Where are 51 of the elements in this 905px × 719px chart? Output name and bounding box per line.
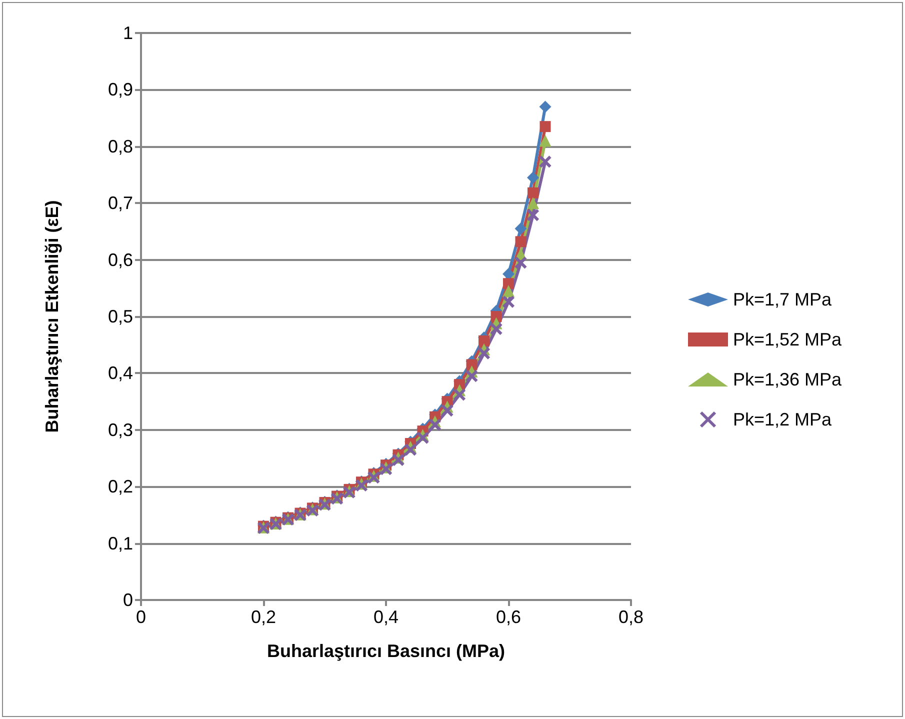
point [453, 388, 466, 402]
point [539, 100, 552, 113]
legend-label: Pk=1,7 MPa [733, 290, 833, 310]
point [478, 346, 490, 360]
point [367, 471, 380, 484]
y-tick-label: 0,2 [108, 476, 133, 497]
point [514, 256, 528, 270]
y-tick-label: 0,9 [108, 80, 133, 100]
point [502, 268, 514, 280]
point [540, 121, 551, 132]
point [539, 134, 552, 147]
point [465, 370, 478, 383]
y-tick-label: 0,5 [108, 306, 133, 326]
point [503, 278, 514, 290]
point [404, 443, 417, 456]
point [502, 284, 514, 297]
point [527, 172, 539, 184]
y-tick-label: 0 [122, 590, 133, 610]
point [440, 404, 454, 418]
y-tick-label: 0,7 [108, 193, 133, 214]
y-tick-label: 0,8 [108, 136, 133, 156]
point [392, 453, 405, 466]
y-tick-label: 1 [122, 23, 133, 43]
point [478, 335, 490, 346]
y-tick-label: 0,6 [108, 250, 133, 270]
point [527, 197, 539, 210]
point [526, 208, 540, 222]
point [490, 311, 502, 322]
y-tick-label: 0,1 [108, 533, 133, 554]
x-tick-label: 0,8 [618, 607, 644, 627]
y-tick-label: 0,3 [108, 420, 133, 440]
point [515, 236, 526, 248]
x-tick-label: 0,2 [250, 607, 276, 627]
x-tick-label: 0 [136, 607, 146, 627]
point [428, 418, 442, 432]
point [538, 155, 552, 168]
legend-label: Pk=1,2 MPa [733, 410, 833, 430]
legend-label: Pk=1,36 MPa [733, 370, 843, 390]
point [416, 431, 430, 444]
x-axis-title: Buharlaştırıcı Basıncı (MPa) [266, 641, 506, 661]
y-tick-label: 0,4 [108, 363, 133, 384]
point [380, 462, 392, 476]
point [502, 295, 515, 308]
point [514, 222, 527, 235]
y-axis-title: Buharlaştırıcı Etkenliği (εE) [42, 200, 62, 433]
point [466, 359, 478, 370]
point [490, 322, 503, 336]
x-tick-label: 0,4 [373, 607, 399, 627]
x-tick-label: 0,6 [496, 607, 522, 627]
point [528, 187, 538, 198]
legend-label: Pk=1,52 MPa [733, 330, 843, 350]
